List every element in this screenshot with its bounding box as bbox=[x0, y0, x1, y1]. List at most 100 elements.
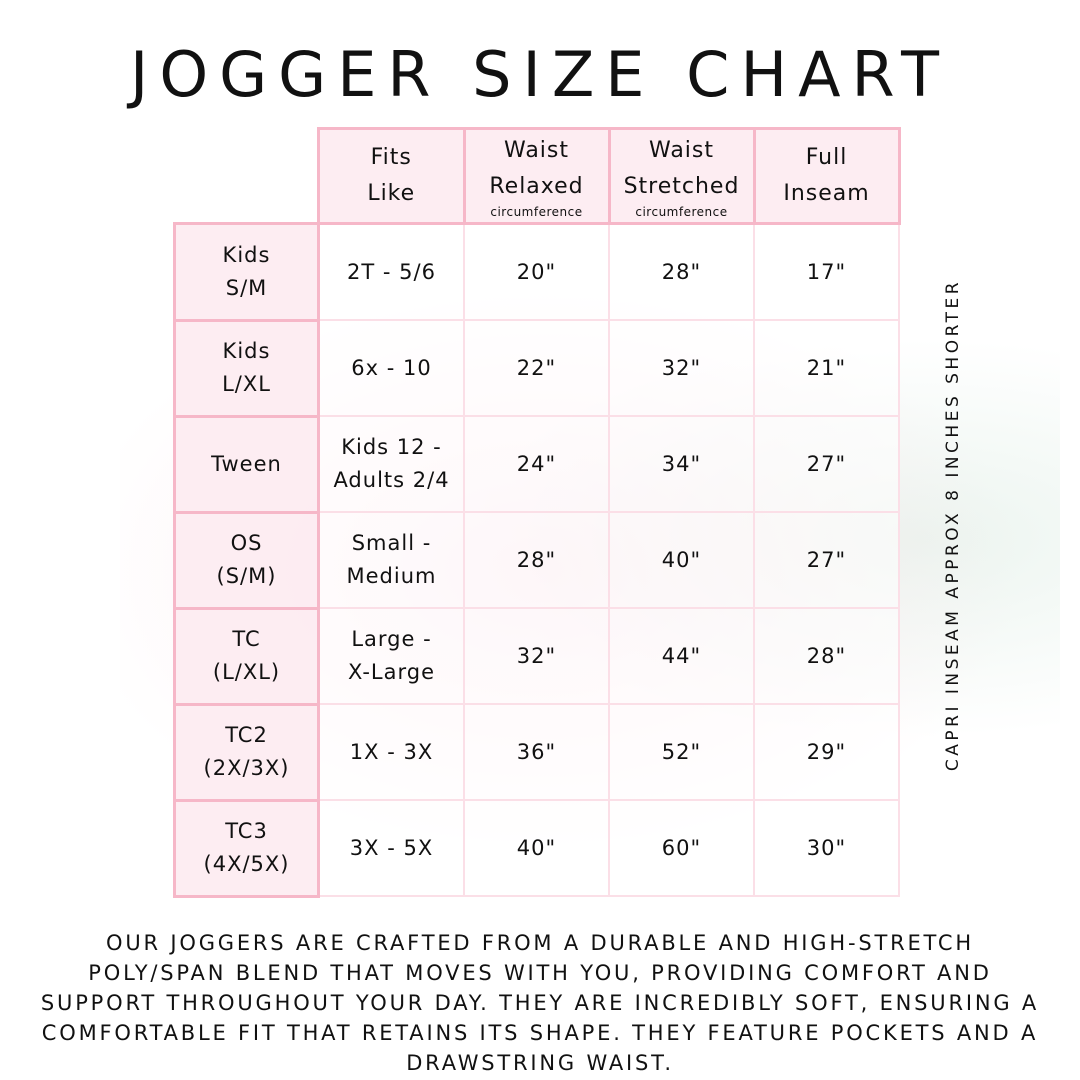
size-cell-text: TC bbox=[232, 627, 261, 651]
fits-like-cell-text: Medium bbox=[346, 564, 437, 588]
waist-stretched-cell: 44" bbox=[608, 607, 755, 705]
fits-like-cell-text: 1X - 3X bbox=[349, 739, 434, 764]
table-row: Kids L/XL 6x - 10 22" 32" 21" bbox=[173, 318, 900, 418]
header-waist-relaxed: Waist Relaxed circumference bbox=[462, 127, 611, 225]
full-inseam-cell-text: 30" bbox=[806, 835, 847, 860]
waist-stretched-cell-text: 34" bbox=[661, 451, 702, 476]
size-table: Fits Like Waist Relaxed circumference Waist… bbox=[173, 127, 901, 898]
size-cell-text: S/M bbox=[225, 275, 268, 300]
waist-relaxed-cell-text: 28" bbox=[516, 547, 557, 572]
size-cell: TC (L/XL) bbox=[173, 606, 320, 706]
waist-stretched-cell: 34" bbox=[608, 415, 755, 513]
header-full-inseam: Full Inseam bbox=[752, 127, 901, 225]
header-line: Full bbox=[805, 145, 848, 170]
size-cell-text: (4X/5X) bbox=[203, 852, 290, 876]
fits-like-cell: 3X - 5X bbox=[317, 799, 465, 897]
waist-stretched-cell: 60" bbox=[608, 799, 755, 897]
page-title: JOGGER SIZE CHART bbox=[130, 38, 950, 111]
waist-relaxed-cell: 20" bbox=[463, 222, 610, 321]
size-cell: TC3 (4X/5X) bbox=[173, 798, 320, 898]
table-row: TC (L/XL) Large - X-Large 32" 44" 28" bbox=[173, 606, 900, 706]
waist-relaxed-cell-text: 36" bbox=[516, 739, 557, 764]
waist-relaxed-cell: 28" bbox=[463, 511, 610, 609]
fits-like-cell: Large - X-Large bbox=[317, 607, 465, 705]
fits-like-cell: 1X - 3X bbox=[317, 703, 465, 801]
header-row: Fits Like Waist Relaxed circumference Waist… bbox=[175, 127, 901, 225]
size-cell-text: Tween bbox=[211, 451, 282, 476]
description-text: Our joggers are crafted from a durable a… bbox=[40, 931, 1040, 1075]
fits-like-cell: 2T - 5/6 bbox=[317, 222, 465, 321]
table-row: TC2 (2X/3X) 1X - 3X 36" 52" 29" bbox=[173, 702, 900, 802]
size-cell-text: TC2 bbox=[225, 723, 268, 747]
fits-like-cell-text: Adults 2/4 bbox=[333, 468, 450, 492]
header-line: Waist bbox=[503, 138, 570, 163]
waist-relaxed-cell-text: 20" bbox=[516, 259, 557, 284]
waist-relaxed-cell: 22" bbox=[463, 319, 610, 417]
size-cell-text: Kids bbox=[222, 339, 271, 363]
fits-like-cell: Kids 12 - Adults 2/4 bbox=[317, 415, 465, 513]
fits-like-cell: Small - Medium bbox=[317, 511, 465, 609]
fits-like-cell-text: X-Large bbox=[347, 660, 435, 684]
waist-relaxed-cell: 24" bbox=[463, 415, 610, 513]
waist-relaxed-cell-text: 40" bbox=[516, 835, 557, 860]
waist-stretched-cell-text: 32" bbox=[661, 355, 702, 380]
header-line: Stretched bbox=[623, 174, 740, 199]
fits-like-cell-text: Kids 12 - bbox=[341, 435, 442, 459]
waist-relaxed-cell-text: 22" bbox=[516, 355, 557, 380]
header-fits-like: Fits Like bbox=[317, 127, 466, 225]
waist-stretched-cell: 32" bbox=[608, 319, 755, 417]
full-inseam-cell: 21" bbox=[753, 319, 900, 417]
table-row: Kids S/M 2T - 5/6 20" 28" 17" bbox=[173, 222, 900, 322]
full-inseam-cell: 27" bbox=[753, 415, 900, 513]
fits-like-cell: 6x - 10 bbox=[317, 319, 465, 417]
size-cell-text: Kids bbox=[222, 242, 271, 267]
size-cell: Kids S/M bbox=[173, 222, 320, 322]
waist-stretched-cell-text: 60" bbox=[661, 835, 702, 860]
size-cell-text: (S/M) bbox=[216, 564, 277, 588]
waist-stretched-cell-text: 28" bbox=[661, 259, 702, 284]
waist-stretched-cell-text: 44" bbox=[661, 643, 702, 668]
size-cell-text: L/XL bbox=[222, 372, 271, 396]
waist-relaxed-cell: 40" bbox=[463, 799, 610, 897]
full-inseam-cell-text: 28" bbox=[806, 643, 847, 668]
full-inseam-cell: 29" bbox=[753, 703, 900, 801]
header-sub: circumference bbox=[490, 205, 583, 219]
header-line: Inseam bbox=[783, 181, 870, 206]
waist-stretched-cell: 28" bbox=[608, 222, 755, 321]
header-sub: circumference bbox=[635, 205, 728, 219]
size-cell-text: TC3 bbox=[225, 819, 268, 843]
table-row: OS (S/M) Small - Medium 28" 40" 27" bbox=[173, 510, 900, 610]
size-cell: Tween bbox=[173, 414, 320, 514]
header-line: Fits bbox=[370, 145, 412, 170]
size-cell-text: OS bbox=[230, 531, 263, 555]
fits-like-cell-text: Small - bbox=[351, 531, 432, 555]
full-inseam-cell-text: 27" bbox=[806, 451, 847, 476]
fits-like-cell-text: 2T - 5/6 bbox=[347, 259, 436, 284]
waist-stretched-cell: 40" bbox=[608, 511, 755, 609]
size-cell: Kids L/XL bbox=[173, 318, 320, 418]
waist-relaxed-cell: 36" bbox=[463, 703, 610, 801]
waist-stretched-cell-text: 52" bbox=[661, 739, 702, 764]
full-inseam-cell: 17" bbox=[753, 222, 900, 321]
header-waist-stretched: Waist Stretched circumference bbox=[607, 127, 756, 225]
fits-like-cell-text: Large - bbox=[351, 627, 432, 651]
size-cell-text: (2X/3X) bbox=[203, 756, 290, 780]
full-inseam-cell: 30" bbox=[753, 799, 900, 897]
size-cell: OS (S/M) bbox=[173, 510, 320, 610]
full-inseam-cell-text: 29" bbox=[806, 739, 847, 764]
full-inseam-cell-text: 21" bbox=[806, 355, 847, 380]
corner-cell bbox=[175, 129, 319, 224]
table-row: Tween Kids 12 - Adults 2/4 24" 34" 27" bbox=[173, 414, 900, 514]
header-line: Like bbox=[367, 181, 416, 206]
fits-like-cell-text: 3X - 5X bbox=[349, 835, 434, 860]
waist-relaxed-cell-text: 32" bbox=[516, 643, 557, 668]
full-inseam-cell: 28" bbox=[753, 607, 900, 705]
waist-stretched-cell-text: 40" bbox=[661, 547, 702, 572]
header-line: Waist bbox=[648, 138, 715, 163]
size-cell-text: (L/XL) bbox=[212, 660, 281, 684]
waist-relaxed-cell: 32" bbox=[463, 607, 610, 705]
waist-stretched-cell: 52" bbox=[608, 703, 755, 801]
capri-note: CAPRI INSEAM APPROX 8 INCHES SHORTER bbox=[943, 278, 963, 772]
full-inseam-cell-text: 17" bbox=[806, 259, 847, 284]
full-inseam-cell-text: 27" bbox=[806, 547, 847, 572]
